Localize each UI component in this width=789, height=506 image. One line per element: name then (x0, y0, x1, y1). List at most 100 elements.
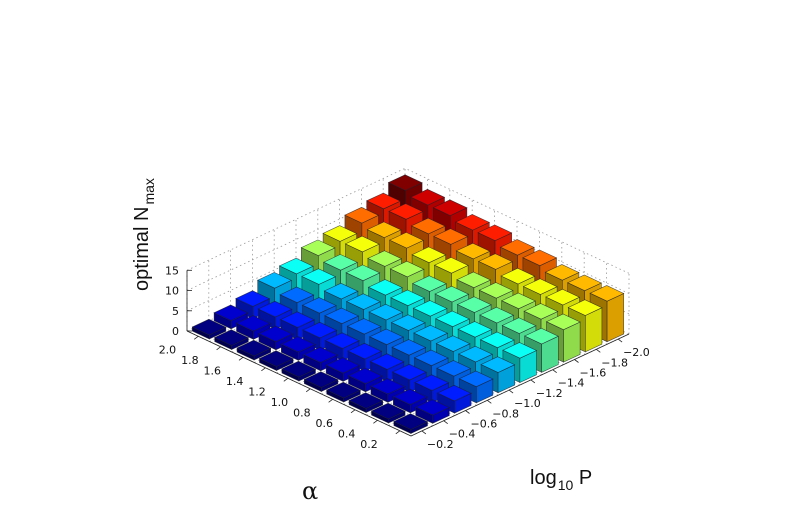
bar-alpha-2-logP-0.4 (213, 304, 249, 330)
x-tick-label: −1.0 (514, 397, 541, 410)
x-tick-mark (596, 348, 601, 353)
x-tick-mark (530, 379, 536, 384)
bar-face-top (387, 174, 423, 191)
bar-alpha-0.6-logP-0.4 (370, 378, 406, 403)
y-tick-mark (328, 398, 333, 403)
bar-alpha-0.8-logP-0.4 (347, 367, 383, 393)
bar-face-top (324, 307, 360, 325)
bar-face-top (544, 264, 580, 281)
y-tick-label: 0.8 (293, 406, 311, 419)
bar-face-top (433, 257, 469, 274)
bar-face-top (258, 325, 294, 343)
bar-face-top (325, 357, 361, 374)
bar-face-top (391, 339, 427, 356)
bar-face-top (523, 327, 560, 345)
bar-alpha-0.4-logP-0.4 (392, 388, 428, 414)
bar-face-top (388, 232, 425, 249)
bar-face-top (523, 303, 559, 320)
bar-face-front (606, 293, 625, 343)
bar-face-top (323, 282, 359, 300)
x-axis-label-tail: P (573, 467, 592, 489)
bar-face-top (456, 296, 492, 313)
bar-face-top (479, 331, 515, 349)
x-tick-mark (552, 369, 557, 374)
z-tick-label: 10 (165, 285, 179, 298)
bar-face-top (370, 378, 406, 395)
bar-face-top (279, 311, 316, 328)
bar-face-top (480, 356, 516, 373)
tick-labels: 0 5 10 15 −0.2−0.4−0.6−0.8−1.0−1.2−1.4−1.6−1… (159, 264, 650, 451)
y-tick-label: 1.4 (226, 375, 244, 388)
bar-face-top (325, 381, 362, 399)
bar-face-top (432, 199, 468, 216)
bar-face-top (567, 299, 603, 316)
x-tick-label: −0.6 (471, 418, 498, 431)
bar-face-top (390, 314, 426, 331)
bar-face-top (278, 257, 314, 275)
bar-face-top (457, 345, 494, 363)
bar-face-top (500, 267, 536, 285)
bar-face-top (522, 249, 558, 267)
z-tick-label: 5 (172, 305, 179, 318)
bar-face-top (256, 272, 293, 289)
bar-face-top (345, 293, 382, 310)
gridline-side-wall-z (404, 167, 630, 274)
y-tick-mark (238, 356, 244, 361)
x-axis-label: log10 P (530, 467, 592, 493)
bar-face-top (348, 392, 384, 409)
bar-face-top (454, 214, 491, 231)
bar-face-top (392, 388, 428, 406)
bar-face-top (458, 370, 494, 388)
bar-face-top (500, 292, 537, 310)
bar-face-top (370, 402, 406, 420)
z-axis-label: optimal Nmax (131, 178, 157, 291)
bar-alpha-1.8-logP-0.2 (213, 329, 250, 350)
x-tick-label: −1.4 (558, 377, 585, 390)
bar-face-top (435, 335, 471, 352)
y-tick-label: 1.8 (181, 354, 199, 367)
bar-face-top (545, 288, 581, 306)
bar-face-top (456, 271, 492, 289)
bar-face-top (391, 363, 428, 381)
bar-alpha-1.8-logP-0.4 (235, 315, 271, 340)
y-tick-mark (283, 377, 289, 382)
x-tick-label: −1.8 (601, 356, 628, 369)
bar-face-top (235, 290, 271, 307)
bar-alpha-1.2-logP-0.4 (302, 346, 339, 372)
bars (191, 174, 625, 434)
bar-face-top (545, 313, 581, 331)
bar-alpha-0.6-logP-0.2 (348, 392, 384, 413)
x-tick-label: −0.2 (427, 438, 454, 451)
y-tick-label: 0.6 (316, 417, 334, 430)
bar-alpha-1-logP-0.4 (325, 357, 361, 382)
bar-face-top (368, 328, 405, 346)
bar-face-top (300, 239, 336, 256)
bar-face-top (478, 282, 514, 299)
bar-face-top (434, 310, 471, 328)
bar-face-top (455, 242, 491, 260)
bar-face-top (411, 246, 447, 264)
z-axis-label-sub: max (141, 178, 157, 204)
x-tick-label: −1.6 (580, 367, 607, 380)
x-tick-label: −0.8 (492, 407, 519, 420)
bar-alpha-1-logP-0.2 (303, 371, 339, 392)
y-tick-mark (373, 419, 378, 424)
bar-face-top (235, 315, 271, 332)
y-tick-mark (193, 335, 199, 340)
x-tick-mark (617, 338, 623, 343)
y-tick-label: 1.2 (248, 385, 266, 398)
bar-face-top (501, 317, 537, 334)
bar-face-top (322, 225, 358, 242)
bar-face-top (410, 188, 446, 206)
bar-face-top (410, 217, 446, 235)
bar-face-top (347, 367, 383, 385)
y-tick-label: 1.0 (271, 396, 289, 409)
bar-face-top (366, 221, 402, 238)
y-tick-mark (395, 430, 401, 435)
bar-face-top (236, 339, 272, 357)
bar-face-top (257, 300, 293, 318)
bar-face-top (367, 279, 403, 296)
x-tick-label: −0.4 (449, 428, 476, 441)
